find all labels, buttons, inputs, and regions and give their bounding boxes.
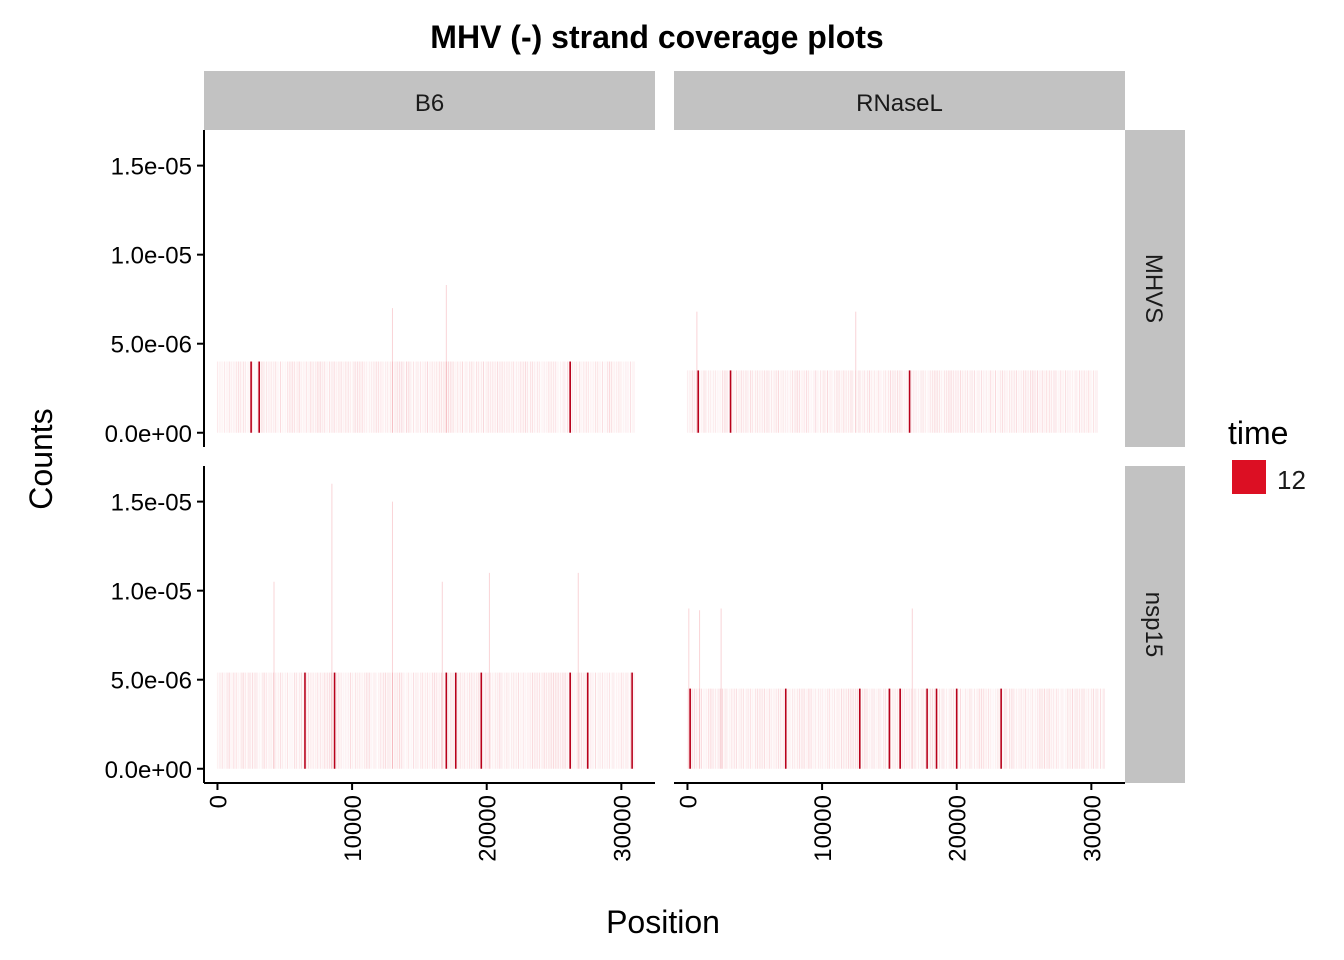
y-tick-label: 1.5e-05 bbox=[111, 154, 192, 181]
legend-item-label: 12 bbox=[1277, 465, 1306, 495]
x-tick-label: 10000 bbox=[340, 795, 367, 862]
x-tick-label: 30000 bbox=[609, 795, 636, 862]
panel-b6-mhvs bbox=[216, 284, 635, 433]
strip-rnasel bbox=[674, 71, 1125, 130]
y-tick-label: 5.0e-06 bbox=[111, 668, 192, 695]
strip-label-rnasel: RNaseL bbox=[856, 90, 943, 117]
y-tick-label: 0.0e+00 bbox=[105, 757, 192, 784]
y-tick-label: 1.5e-05 bbox=[111, 490, 192, 517]
strip-nsp15 bbox=[1125, 466, 1185, 783]
strip-label-mhvs: MHVS bbox=[1140, 254, 1167, 323]
axes: 0.0e+00 5.0e-06 1.0e-05 1.5e-05 0.0e+00 5.0e-… bbox=[105, 130, 1125, 862]
x-tick-label: 0 bbox=[205, 795, 232, 808]
x-tick-label: 10000 bbox=[810, 795, 837, 862]
x-tick-label: 30000 bbox=[1079, 795, 1106, 862]
chart-title: MHV (-) strand coverage plots bbox=[430, 19, 883, 55]
y-tick-label: 1.0e-05 bbox=[111, 243, 192, 270]
y-tick-label: 5.0e-06 bbox=[111, 332, 192, 359]
facet-strips: B6 RNaseL MHVS nsp15 bbox=[204, 71, 1185, 783]
y-tick-label: 0.0e+00 bbox=[105, 421, 192, 448]
x-axis-label: Position bbox=[606, 904, 720, 940]
x-tick-label: 20000 bbox=[475, 795, 502, 862]
panel-rnasel-mhvs bbox=[686, 311, 1098, 433]
x-tick-label: 20000 bbox=[945, 795, 972, 862]
y-tick-label: 1.0e-05 bbox=[111, 579, 192, 606]
strip-label-nsp15: nsp15 bbox=[1140, 592, 1167, 657]
panel-rnasel-nsp15 bbox=[686, 608, 1105, 769]
y-axis-label: Counts bbox=[23, 408, 59, 509]
strip-label-b6: B6 bbox=[415, 90, 444, 117]
strip-mhvs bbox=[1125, 130, 1185, 447]
panel-b6-nsp15 bbox=[216, 483, 635, 769]
x-tick-label: 0 bbox=[675, 795, 702, 808]
legend: time 12 bbox=[1228, 415, 1306, 495]
legend-title: time bbox=[1228, 415, 1288, 451]
legend-swatch bbox=[1232, 460, 1266, 494]
strip-b6 bbox=[204, 71, 655, 130]
facet-panels bbox=[216, 284, 1105, 769]
